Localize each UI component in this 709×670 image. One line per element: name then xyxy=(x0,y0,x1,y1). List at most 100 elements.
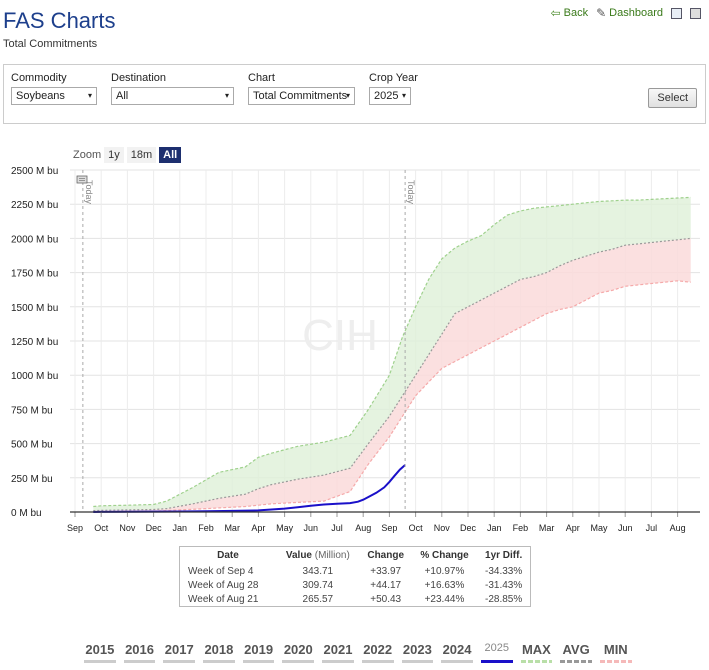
chart-filter: Chart Total Commitments ▾ xyxy=(248,72,355,105)
top-nav: ⇦ Back ✎ Dashboard xyxy=(551,6,701,20)
legend-year-2022[interactable]: 2022 xyxy=(358,642,398,663)
x-tick-label: Jul xyxy=(331,523,343,533)
col-value-unit: (Million) xyxy=(314,550,350,561)
y-tick-label: 1000 M bu xyxy=(11,371,58,382)
avg-series-line xyxy=(93,237,691,512)
row-diff: -28.85% xyxy=(485,593,523,605)
row-diff: -31.43% xyxy=(485,579,523,591)
legend-year-2024[interactable]: 2024 xyxy=(437,642,477,663)
row-value: 309.74 xyxy=(302,579,334,591)
year-legend: 2015 2016 2017 2018 2019 2020 2021 2022 … xyxy=(80,642,636,663)
col-value-label: Value xyxy=(285,550,312,561)
row-diff: -34.33% xyxy=(485,565,523,577)
chevron-down-icon: ▾ xyxy=(401,91,406,100)
y-tick-label: 750 M bu xyxy=(11,405,53,416)
x-tick-label: Mar xyxy=(539,523,555,533)
crop-year-filter: Crop Year 2025 ▾ xyxy=(369,72,418,105)
page-title: FAS Charts xyxy=(3,8,116,33)
x-tick-label: Dec xyxy=(146,523,163,533)
min-series-line xyxy=(93,280,691,513)
max-series-line xyxy=(93,196,691,508)
col-change: Change xyxy=(367,550,405,561)
x-tick-label: Sep xyxy=(381,523,397,533)
x-tick-label: Feb xyxy=(198,523,214,533)
print-icon[interactable] xyxy=(690,7,701,19)
today-markers: Today Today xyxy=(82,170,416,512)
chart-bands xyxy=(93,197,691,512)
zoom-label: Zoom xyxy=(73,149,102,161)
chart-menu-icon[interactable] xyxy=(76,175,88,184)
zoom-1y-button[interactable]: 1y xyxy=(104,147,124,163)
commodity-label: Commodity xyxy=(11,72,67,84)
back-link[interactable]: ⇦ Back xyxy=(551,6,589,20)
x-tick-label: Aug xyxy=(670,523,686,533)
y-tick-label: 250 M bu xyxy=(11,474,53,485)
zoom-all-button[interactable]: All xyxy=(159,147,182,163)
chevron-down-icon: ▾ xyxy=(87,91,92,100)
today-label: Today xyxy=(406,180,416,205)
commodity-select[interactable]: Soybeans ▾ xyxy=(11,87,97,105)
table-header-row: Date Value (Million) Change % Change 1yr… xyxy=(180,547,530,564)
legend-avg[interactable]: AVG xyxy=(556,642,596,663)
watermark: CIH xyxy=(302,311,378,360)
row-change: +50.43 xyxy=(370,593,402,605)
chevron-down-icon: ▾ xyxy=(345,91,350,100)
x-tick-label: Oct xyxy=(94,523,109,533)
chart-grid xyxy=(70,169,700,513)
export-icon[interactable] xyxy=(671,7,682,19)
max-avg-band xyxy=(93,197,691,511)
x-tick-label: Jan xyxy=(173,523,188,533)
row-value: 343.71 xyxy=(302,565,334,577)
x-tick-label: May xyxy=(276,523,294,533)
x-tick-label: Jun xyxy=(618,523,633,533)
zoom-18m-button[interactable]: 18m xyxy=(126,147,157,163)
x-tick-label: May xyxy=(590,523,608,533)
row-change: +33.97 xyxy=(370,565,402,577)
row-change: +44.17 xyxy=(370,579,402,591)
summary-table: Date Value (Million) Change % Change 1yr… xyxy=(179,546,531,607)
legend-min[interactable]: MIN xyxy=(596,642,636,663)
legend-max[interactable]: MAX xyxy=(517,642,557,663)
chart-select[interactable]: Total Commitments ▾ xyxy=(248,87,355,105)
chart-value: Total Commitments xyxy=(253,90,348,102)
col-diff: 1yr Diff. xyxy=(485,550,523,561)
chart-label: Chart xyxy=(248,72,275,84)
y-tick-label: 2000 M bu xyxy=(11,234,58,245)
arrow-left-icon: ⇦ xyxy=(550,6,561,20)
crop-year-select[interactable]: 2025 ▾ xyxy=(369,87,411,105)
current-year-line xyxy=(93,464,406,513)
table-row: Week of Aug 28 309.74 +44.17 +16.63% -31… xyxy=(180,578,530,592)
x-tick-label: Nov xyxy=(434,523,451,533)
legend-year-2020[interactable]: 2020 xyxy=(278,642,318,663)
page-subtitle: Total Commitments xyxy=(3,38,98,50)
legend-year-2017[interactable]: 2017 xyxy=(159,642,199,663)
pin-icon: ✎ xyxy=(596,6,607,20)
legend-year-2015[interactable]: 2015 xyxy=(80,642,120,663)
legend-year-2021[interactable]: 2021 xyxy=(318,642,358,663)
x-tick-label: Feb xyxy=(513,523,529,533)
y-tick-label: 2500 M bu xyxy=(11,166,58,177)
row-date: Week of Aug 28 xyxy=(188,579,259,591)
row-pct: +16.63% xyxy=(424,579,465,591)
table-row: Week of Sep 4 343.71 +33.97 +10.97% -34.… xyxy=(180,564,530,578)
select-button[interactable]: Select xyxy=(648,88,697,108)
legend-year-2019[interactable]: 2019 xyxy=(239,642,279,663)
filter-panel: Commodity Soybeans ▾ Destination All ▾ Cha… xyxy=(3,64,706,124)
zoom-controls: Zoom 1y 18m All xyxy=(73,147,182,163)
y-tick-label: 1750 M bu xyxy=(11,269,58,280)
y-tick-label: 0 M bu xyxy=(11,508,42,519)
x-tick-label: Nov xyxy=(119,523,136,533)
legend-year-2023[interactable]: 2023 xyxy=(398,642,438,663)
y-axis: 0 M bu 250 M bu 500 M bu 750 M bu 1000 M bu 1… xyxy=(11,166,58,519)
y-tick-label: 1500 M bu xyxy=(11,303,58,314)
dashboard-link[interactable]: ✎ Dashboard xyxy=(596,6,663,20)
x-tick-label: Apr xyxy=(251,523,265,533)
row-date: Week of Sep 4 xyxy=(188,565,254,577)
legend-year-2018[interactable]: 2018 xyxy=(199,642,239,663)
destination-select[interactable]: All ▾ xyxy=(111,87,234,105)
legend-year-2016[interactable]: 2016 xyxy=(120,642,160,663)
legend-year-2025[interactable]: 2025 xyxy=(477,642,517,663)
x-tick-label: Jan xyxy=(487,523,502,533)
dashboard-label: Dashboard xyxy=(609,7,663,19)
col-date: Date xyxy=(217,550,239,561)
